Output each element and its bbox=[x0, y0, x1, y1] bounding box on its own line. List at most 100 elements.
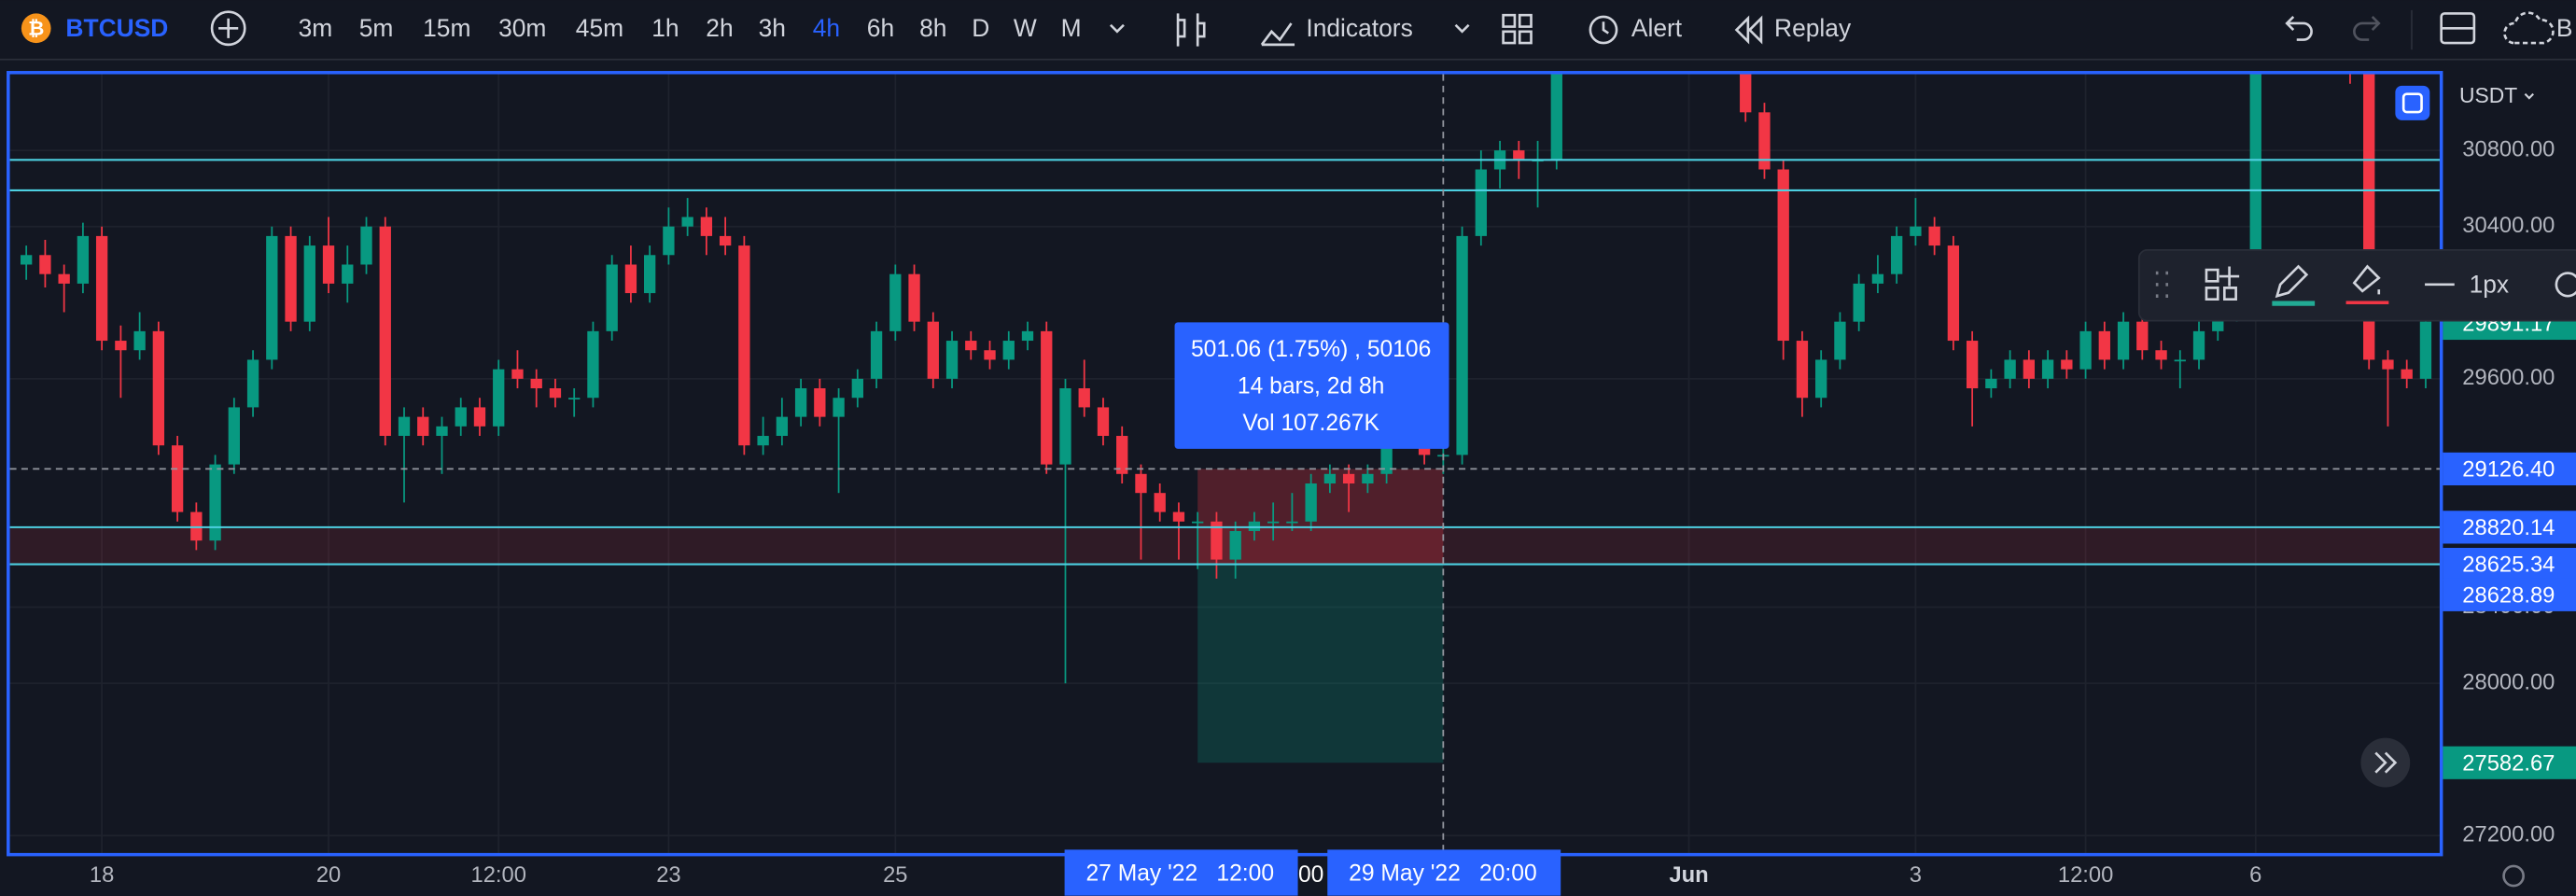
candle-body bbox=[171, 445, 184, 512]
candle-body bbox=[511, 369, 524, 379]
price-tag-label: 28820.14 bbox=[2462, 515, 2555, 540]
price-tag-label: 28628.89 bbox=[2462, 582, 2555, 608]
drag-handle[interactable] bbox=[2155, 271, 2169, 298]
range-time: 20:00 bbox=[1479, 861, 1537, 886]
templates[interactable] bbox=[1502, 13, 1533, 45]
interval-button[interactable]: 5m bbox=[359, 14, 394, 42]
candle-body bbox=[794, 388, 807, 417]
candle-body bbox=[1342, 473, 1355, 483]
candle-body bbox=[228, 407, 240, 465]
measure-line: 501.06 (1.75%) , 50106 bbox=[1191, 337, 1431, 362]
candle-body bbox=[398, 416, 411, 437]
candle-body bbox=[2136, 321, 2149, 351]
candle-body bbox=[1985, 378, 1997, 389]
candle-body bbox=[1267, 521, 1280, 524]
alert-icon bbox=[1589, 15, 1618, 45]
candle-body bbox=[455, 407, 467, 427]
interval-button[interactable]: 45m bbox=[576, 14, 623, 42]
candle-body bbox=[851, 378, 863, 399]
interval-button[interactable]: 8h bbox=[919, 14, 946, 42]
candle-body bbox=[133, 330, 146, 351]
measure-line: Vol 107.267K bbox=[1242, 411, 1379, 436]
candle-body bbox=[738, 245, 750, 446]
interval-button[interactable]: 1h bbox=[651, 14, 679, 42]
candle-body bbox=[624, 264, 637, 294]
line-tool[interactable] bbox=[2275, 264, 2309, 299]
interval-button[interactable]: 4h bbox=[813, 14, 840, 42]
interval-menu[interactable] bbox=[1109, 23, 1125, 34]
candle-body bbox=[1966, 341, 1979, 389]
candle-body bbox=[833, 398, 845, 417]
candle-body bbox=[209, 464, 221, 541]
symbol[interactable]: BTCUSD bbox=[65, 14, 168, 42]
candle-body bbox=[1097, 407, 1110, 437]
candle-body bbox=[77, 235, 90, 284]
candle-body bbox=[1021, 330, 1034, 342]
candle-body bbox=[21, 255, 33, 265]
redo[interactable] bbox=[2353, 16, 2381, 41]
price-tag bbox=[2443, 547, 2576, 581]
auto-scale[interactable] bbox=[2395, 85, 2430, 120]
fill-color bbox=[2345, 301, 2389, 304]
candle-body bbox=[1513, 150, 1525, 161]
interval-button[interactable]: 2h bbox=[706, 14, 733, 42]
alert-button[interactable]: Alert bbox=[1631, 14, 1683, 42]
interval-button[interactable]: 3m bbox=[299, 14, 333, 42]
scroll-glyph bbox=[2374, 751, 2398, 774]
candle-body bbox=[1910, 226, 1922, 236]
candle-body bbox=[1211, 521, 1223, 560]
candle-body bbox=[2041, 359, 2054, 379]
candle-body bbox=[266, 235, 278, 360]
candle-body bbox=[285, 235, 297, 322]
time-label: 3 bbox=[1910, 862, 1922, 888]
candle-body bbox=[1362, 473, 1374, 483]
interval-button[interactable]: 30m bbox=[498, 14, 546, 42]
candle-body bbox=[360, 226, 372, 265]
candle-body bbox=[2419, 321, 2432, 379]
currency[interactable]: USDT bbox=[2459, 83, 2517, 107]
indicators-button[interactable]: Indicators bbox=[1306, 14, 1412, 42]
candle-body bbox=[945, 341, 959, 379]
candle-body bbox=[1135, 473, 1147, 494]
add-symbol[interactable] bbox=[210, 10, 246, 47]
undo[interactable] bbox=[2285, 16, 2313, 41]
candle-body bbox=[1815, 359, 1827, 399]
line-width[interactable]: 1px bbox=[2470, 271, 2510, 299]
interval-button[interactable]: D bbox=[972, 14, 989, 42]
candle-body bbox=[1890, 235, 1903, 274]
fill-tool[interactable] bbox=[2352, 264, 2381, 295]
candle-body bbox=[2117, 321, 2130, 360]
chart-type[interactable] bbox=[1176, 13, 1206, 47]
candle-body bbox=[379, 226, 391, 437]
price-tag-label: 29126.40 bbox=[2462, 456, 2555, 482]
candle-body bbox=[776, 416, 789, 437]
replay-button[interactable]: Replay bbox=[1774, 14, 1852, 42]
candle-body bbox=[322, 245, 335, 284]
price-tag bbox=[2443, 746, 2576, 779]
candle-body bbox=[568, 398, 581, 399]
indicators-menu[interactable] bbox=[1454, 23, 1470, 34]
candle-body bbox=[1853, 283, 1865, 322]
price-tag-label: 28625.34 bbox=[2462, 553, 2555, 578]
interval-button[interactable]: 15m bbox=[423, 14, 470, 42]
axis-settings[interactable] bbox=[2502, 864, 2525, 888]
price-tag bbox=[2443, 511, 2576, 544]
candle-body bbox=[1229, 530, 1241, 560]
replay-icon bbox=[1734, 15, 1763, 45]
indicators-icon bbox=[1260, 22, 1295, 47]
settings[interactable] bbox=[2555, 272, 2576, 298]
add-template[interactable] bbox=[2205, 266, 2240, 301]
cloud[interactable] bbox=[2503, 11, 2555, 45]
interval-button[interactable]: 3h bbox=[759, 14, 786, 42]
candle-body bbox=[1871, 273, 1884, 284]
time-label: 12:00 bbox=[2058, 862, 2113, 888]
candle-body bbox=[2098, 330, 2110, 360]
candle-body bbox=[814, 388, 826, 417]
interval-button[interactable]: W bbox=[1014, 14, 1037, 42]
candle-body bbox=[2174, 359, 2186, 362]
candle-body bbox=[644, 255, 656, 294]
candle-body bbox=[757, 436, 769, 446]
interval-button[interactable]: M bbox=[1061, 14, 1082, 42]
interval-button[interactable]: 6h bbox=[867, 14, 894, 42]
